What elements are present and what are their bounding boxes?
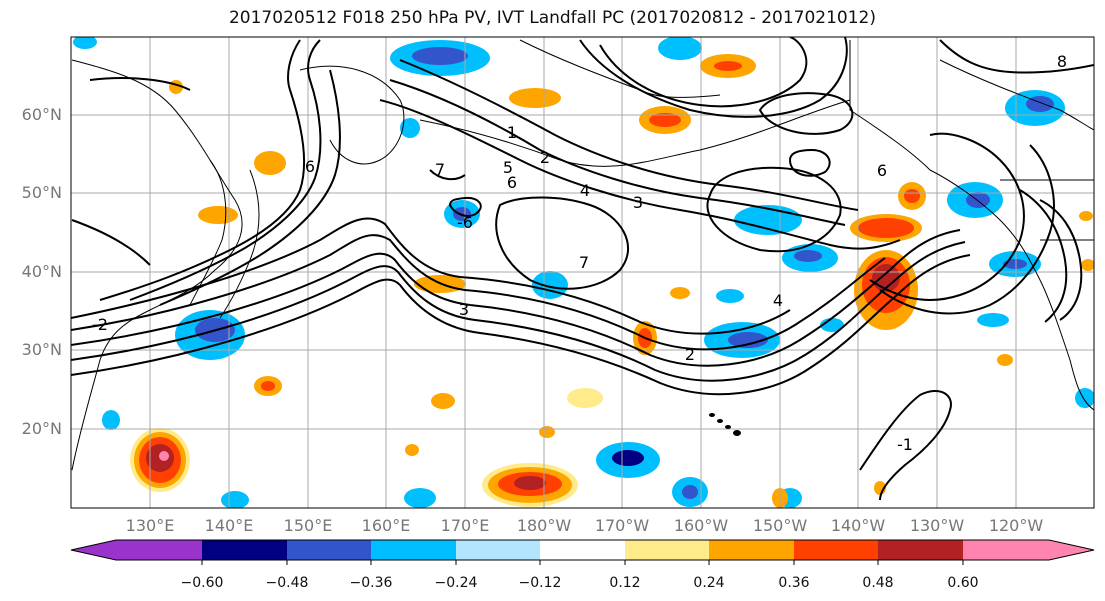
lat-label: 50°N xyxy=(21,183,62,202)
colorbar-segment xyxy=(456,540,540,560)
colorbar-extend-high xyxy=(1049,540,1094,560)
contour-label: -1 xyxy=(897,435,913,454)
contour-label: -2 xyxy=(92,315,108,334)
lat-label: 20°N xyxy=(21,419,62,438)
colorbar-tick-label: −0.60 xyxy=(180,575,224,591)
lon-label: 140°W xyxy=(830,516,886,535)
colorbar-tick-label: 0.48 xyxy=(862,575,894,591)
colorbar-tick-label: −0.12 xyxy=(518,575,562,591)
lon-label: 160°E xyxy=(361,516,411,535)
contour-label: -6 xyxy=(457,213,473,232)
colorbar-segment xyxy=(794,540,878,560)
lon-label: 180°W xyxy=(516,516,572,535)
contour-label: 3 xyxy=(633,193,643,212)
contour-labels: -1 1 2 3 3 4 4 5 6 6 6 7 7 8 -2 2 -6 xyxy=(92,52,1067,454)
colorbar-segment xyxy=(287,540,371,560)
contour-label: 7 xyxy=(435,160,445,179)
colorbar-tick-label: 0.60 xyxy=(947,575,979,591)
lon-label: 170°W xyxy=(594,516,650,535)
colorbar-segment xyxy=(878,540,963,560)
contour-label: 6 xyxy=(305,157,315,176)
colorbar-extend-low xyxy=(71,540,116,560)
lon-label: 150°E xyxy=(283,516,333,535)
colorbar-segment xyxy=(540,540,625,560)
lon-label: 130°E xyxy=(125,516,175,535)
colorbar-segment xyxy=(963,540,1049,560)
lon-label: 130°W xyxy=(909,516,965,535)
colorbar-tick-label: 0.12 xyxy=(609,575,641,591)
colorbar-segment xyxy=(625,540,709,560)
contour-label: 8 xyxy=(1057,52,1067,71)
contour-label: 6 xyxy=(877,161,887,180)
contour-label: 4 xyxy=(773,291,783,310)
colorbar-segment xyxy=(371,540,456,560)
colorbar xyxy=(70,539,1095,565)
colorbar-tick-label: −0.36 xyxy=(349,575,393,591)
lat-label: 60°N xyxy=(21,105,62,124)
lat-label: 30°N xyxy=(21,340,62,359)
colorbar-tick-label: 0.36 xyxy=(778,575,810,591)
figure-title: 2017020512 F018 250 hPa PV, IVT Landfall… xyxy=(228,8,876,28)
lon-label: 120°W xyxy=(988,516,1044,535)
contour-label: 4 xyxy=(580,181,590,200)
colorbar-tick-label: −0.48 xyxy=(265,575,309,591)
colorbar-segment xyxy=(202,540,287,560)
hawaii-islands xyxy=(709,413,741,436)
contour-label: 2 xyxy=(685,345,695,364)
lon-label: 150°W xyxy=(752,516,808,535)
ivt-contours xyxy=(71,37,1094,501)
contour-label: 1 xyxy=(507,123,517,142)
contour-label: 7 xyxy=(579,253,589,272)
contour-label: 5 xyxy=(503,158,513,177)
contour-label: 6 xyxy=(507,173,517,192)
contour-label: 2 xyxy=(540,148,550,167)
lon-label: 140°E xyxy=(204,516,254,535)
contour-label: 3 xyxy=(459,300,469,319)
colorbar-outline xyxy=(70,539,1095,561)
lon-label: 160°W xyxy=(673,516,729,535)
colorbar-segment xyxy=(116,540,202,560)
colorbar-segment xyxy=(709,540,794,560)
lon-label: 170°E xyxy=(440,516,490,535)
colorbar-tick-label: 0.24 xyxy=(693,575,725,591)
map-frame xyxy=(70,36,1095,509)
lat-label: 40°N xyxy=(21,262,62,281)
colorbar-tick-label: −0.24 xyxy=(434,575,478,591)
